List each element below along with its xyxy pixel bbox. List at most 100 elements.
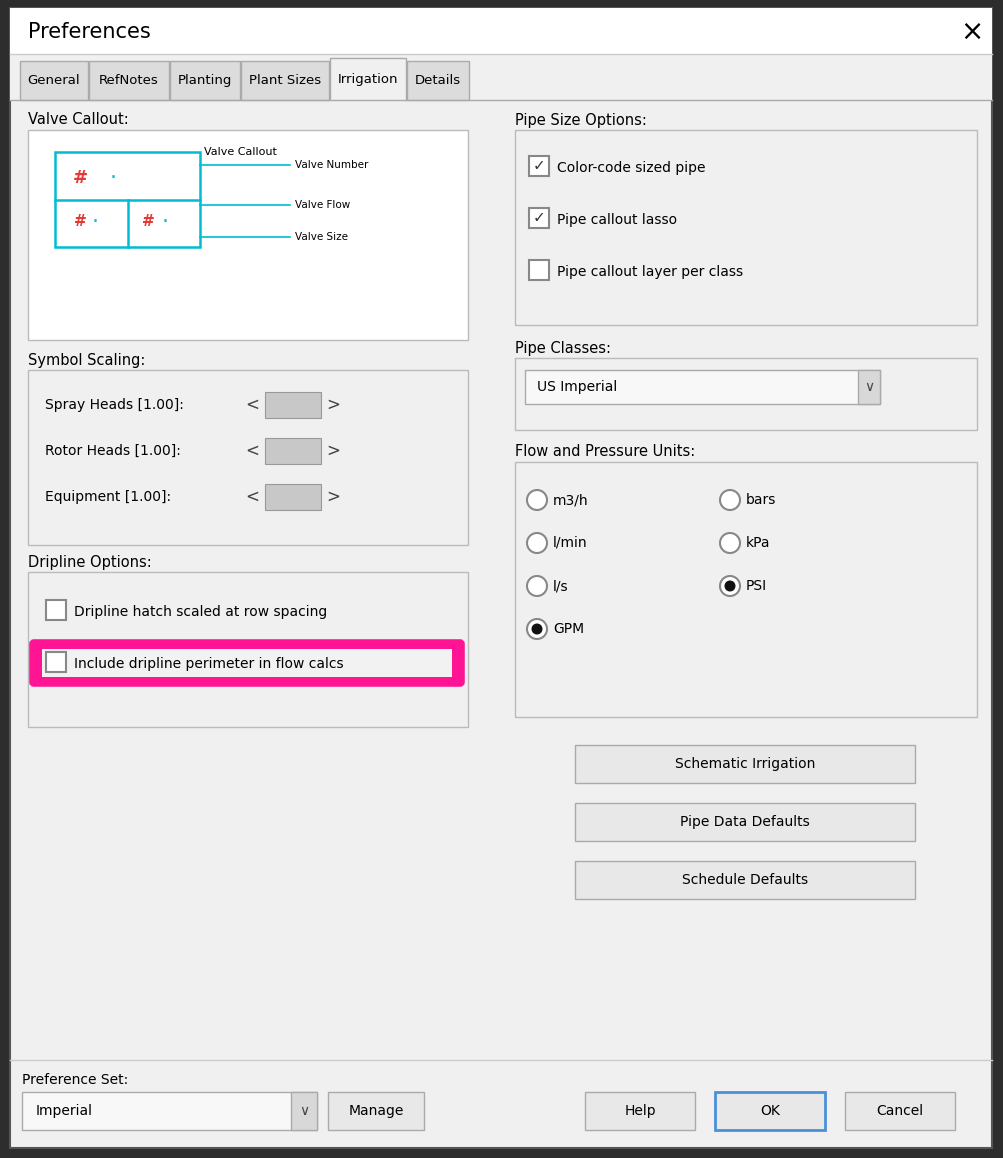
Bar xyxy=(515,358,976,430)
Bar xyxy=(845,1092,954,1130)
Text: #: # xyxy=(141,214,154,229)
Bar xyxy=(515,462,976,717)
Text: Pipe callout layer per class: Pipe callout layer per class xyxy=(557,265,742,279)
Bar xyxy=(22,1092,317,1130)
Text: bars: bars xyxy=(745,493,775,507)
Bar xyxy=(265,438,321,464)
FancyBboxPatch shape xyxy=(89,61,169,100)
Text: >: > xyxy=(326,396,340,415)
Text: GPM: GPM xyxy=(553,622,584,636)
Text: RefNotes: RefNotes xyxy=(99,74,158,87)
Circle shape xyxy=(531,623,542,635)
Text: Preference Set:: Preference Set: xyxy=(22,1073,128,1087)
Text: Pipe callout lasso: Pipe callout lasso xyxy=(557,213,676,227)
Text: l/s: l/s xyxy=(553,579,568,593)
Text: Plant Sizes: Plant Sizes xyxy=(249,74,321,87)
Text: Schematic Irrigation: Schematic Irrigation xyxy=(674,757,814,771)
Text: Spray Heads [1.00]:: Spray Heads [1.00]: xyxy=(45,398,184,412)
Text: >: > xyxy=(326,488,340,506)
Text: Cancel: Cancel xyxy=(876,1104,923,1117)
Text: Schedule Defaults: Schedule Defaults xyxy=(681,873,807,887)
Bar xyxy=(42,648,451,677)
Bar xyxy=(529,208,549,228)
Text: ✓: ✓ xyxy=(533,159,545,174)
Bar xyxy=(525,371,879,404)
Text: kPa: kPa xyxy=(745,536,769,550)
Bar xyxy=(28,130,467,340)
Text: PSI: PSI xyxy=(745,579,766,593)
Text: #: # xyxy=(72,169,87,186)
Text: Valve Flow: Valve Flow xyxy=(295,200,350,210)
Bar xyxy=(575,802,914,841)
Circle shape xyxy=(527,490,547,510)
Text: l/min: l/min xyxy=(553,536,587,550)
Text: Include dripline perimeter in flow calcs: Include dripline perimeter in flow calcs xyxy=(74,657,343,670)
Text: Valve Size: Valve Size xyxy=(295,232,348,242)
Bar xyxy=(265,393,321,418)
Text: Preferences: Preferences xyxy=(28,22,150,42)
Bar xyxy=(515,130,976,325)
Bar xyxy=(858,371,879,404)
Circle shape xyxy=(527,576,547,596)
Text: Planting: Planting xyxy=(178,74,232,87)
Text: ✓: ✓ xyxy=(533,211,545,226)
Text: Dripline Options:: Dripline Options: xyxy=(28,555,151,570)
Text: OK: OK xyxy=(759,1104,779,1117)
Text: <: < xyxy=(245,396,259,415)
Text: Valve Number: Valve Number xyxy=(295,160,368,170)
Text: Flow and Pressure Units:: Flow and Pressure Units: xyxy=(515,445,694,460)
Text: ·: · xyxy=(161,212,169,232)
Text: ×: × xyxy=(960,19,983,46)
Bar xyxy=(575,862,914,899)
Text: >: > xyxy=(326,442,340,460)
Text: ·: · xyxy=(109,168,116,188)
Circle shape xyxy=(719,490,739,510)
Text: Pipe Size Options:: Pipe Size Options: xyxy=(515,112,646,127)
FancyBboxPatch shape xyxy=(20,61,88,100)
Circle shape xyxy=(719,533,739,554)
Text: ∨: ∨ xyxy=(299,1104,309,1117)
Text: <: < xyxy=(245,442,259,460)
Bar xyxy=(46,652,66,672)
Text: Manage: Manage xyxy=(348,1104,403,1117)
Text: US Imperial: US Imperial xyxy=(537,380,617,394)
Bar xyxy=(529,261,549,280)
Text: Symbol Scaling:: Symbol Scaling: xyxy=(28,352,145,367)
Text: Color-code sized pipe: Color-code sized pipe xyxy=(557,161,705,175)
Text: Irrigation: Irrigation xyxy=(337,73,398,86)
Text: #: # xyxy=(73,214,86,229)
Circle shape xyxy=(527,620,547,639)
Text: Valve Callout: Valve Callout xyxy=(204,147,276,157)
Text: ·: · xyxy=(91,212,98,232)
Bar xyxy=(265,484,321,510)
Text: Imperial: Imperial xyxy=(36,1104,93,1117)
Bar xyxy=(291,1092,317,1130)
Text: Rotor Heads [1.00]:: Rotor Heads [1.00]: xyxy=(45,444,181,459)
Bar xyxy=(714,1092,824,1130)
Text: Help: Help xyxy=(624,1104,655,1117)
Bar xyxy=(46,600,66,620)
Text: ∨: ∨ xyxy=(863,380,874,394)
Bar xyxy=(575,745,914,783)
Bar xyxy=(529,156,549,176)
Bar xyxy=(328,1092,423,1130)
Bar xyxy=(28,371,467,545)
Circle shape xyxy=(719,576,739,596)
Text: Valve Callout:: Valve Callout: xyxy=(28,112,128,127)
Circle shape xyxy=(527,533,547,554)
Bar xyxy=(585,1092,694,1130)
Bar xyxy=(331,98,404,102)
Text: Equipment [1.00]:: Equipment [1.00]: xyxy=(45,490,171,504)
Text: <: < xyxy=(245,488,259,506)
FancyBboxPatch shape xyxy=(32,642,461,684)
Text: General: General xyxy=(28,74,80,87)
Bar xyxy=(10,8,991,54)
Bar xyxy=(28,572,467,727)
FancyBboxPatch shape xyxy=(406,61,468,100)
FancyBboxPatch shape xyxy=(241,61,329,100)
Text: Pipe Classes:: Pipe Classes: xyxy=(515,340,611,356)
Text: Pipe Data Defaults: Pipe Data Defaults xyxy=(679,815,809,829)
FancyBboxPatch shape xyxy=(330,58,405,100)
Bar xyxy=(10,54,991,100)
Text: m3/h: m3/h xyxy=(553,493,588,507)
